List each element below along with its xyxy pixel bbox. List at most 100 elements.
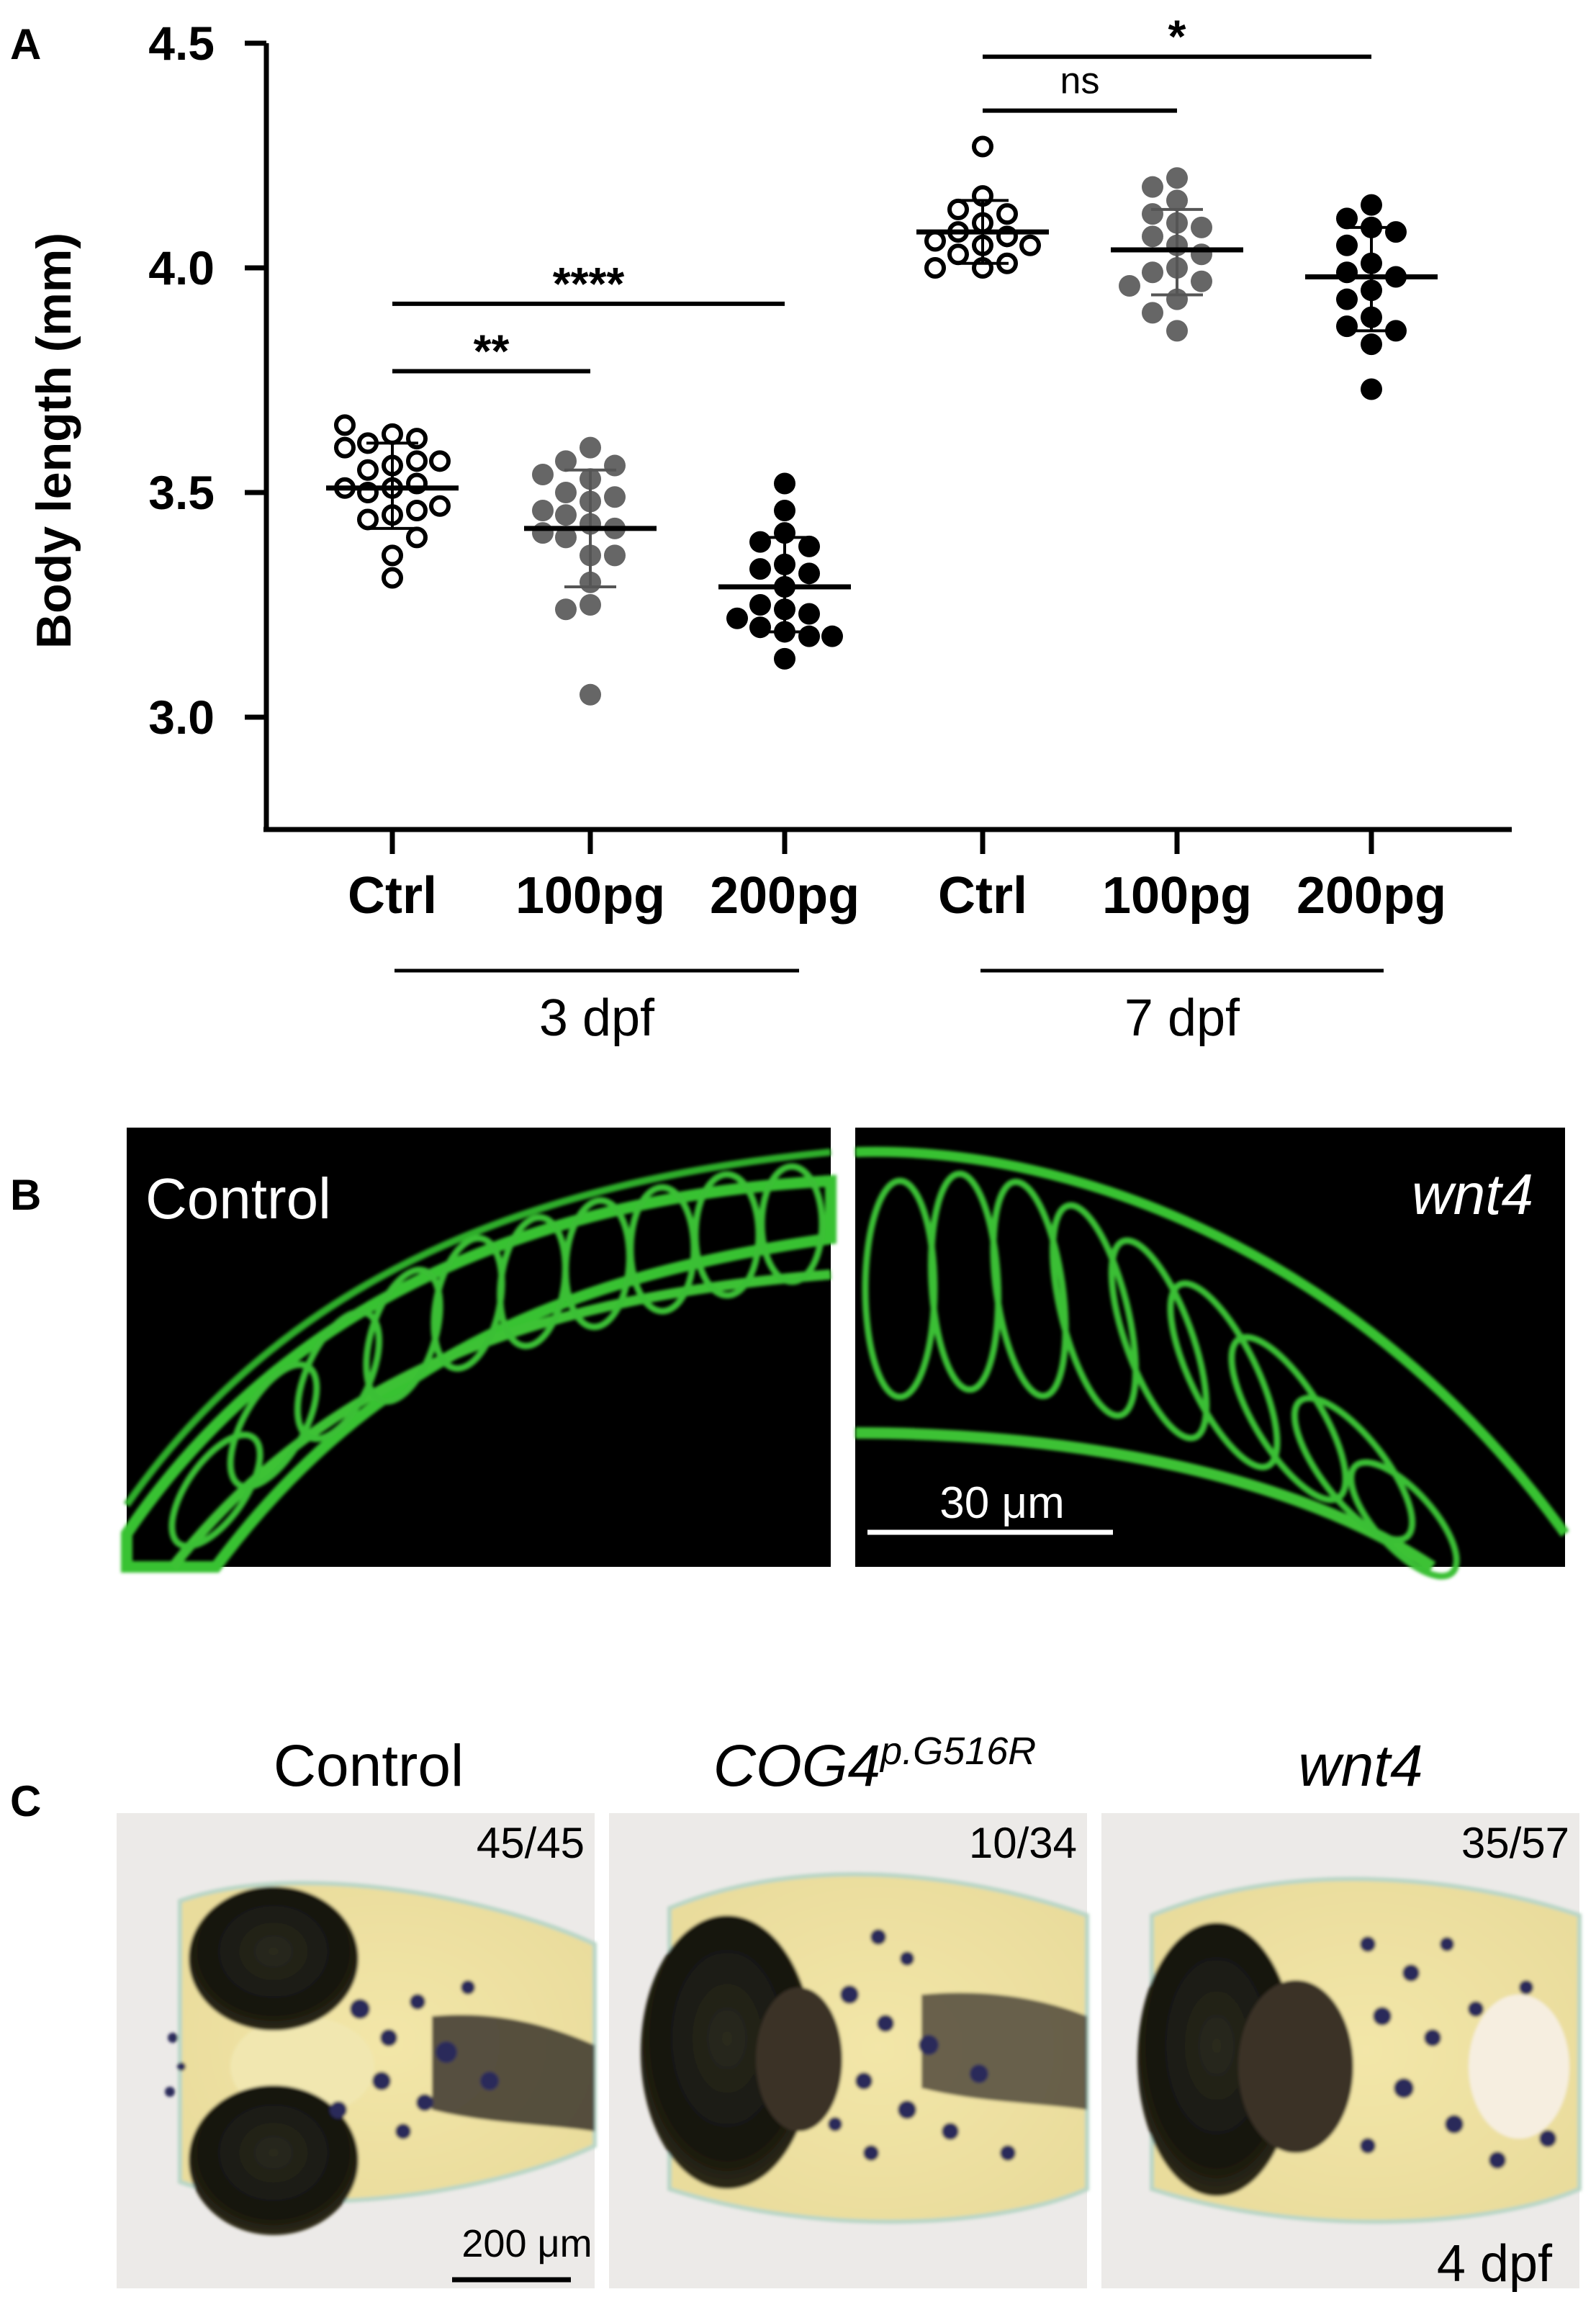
group-label: 3 dpf <box>539 989 655 1047</box>
panel-b-image-wnt4: wnt4 30 μm <box>855 1128 1569 1580</box>
larva-control-drawing <box>165 1881 597 2235</box>
data-point <box>726 607 748 629</box>
data-point <box>532 522 554 544</box>
x-tick-label: Ctrl <box>348 867 437 925</box>
data-point <box>429 495 451 517</box>
data-point <box>1336 261 1358 284</box>
panel-b-letter: B <box>10 1171 41 1219</box>
significance-label: ** <box>474 325 510 377</box>
x-tick-label: 100pg <box>515 867 665 925</box>
count-control: 45/45 <box>477 1819 585 1867</box>
data-point <box>555 450 577 472</box>
data-point <box>924 230 946 252</box>
panel-c-image-wnt4: 35/57 4 dpf <box>1101 1813 1582 2293</box>
data-point <box>406 428 428 450</box>
data-point <box>555 482 577 503</box>
notochord-control-drawing <box>121 1148 837 1573</box>
data-point <box>996 203 1018 225</box>
group-label: 7 dpf <box>1124 989 1240 1047</box>
panel-c-title-cog4: COG4p.G516R <box>713 1730 1037 1799</box>
significance-bars: ******ns* <box>392 11 1371 377</box>
panel-c-image-control: 45/45 200 μm <box>117 1813 597 2288</box>
data-point <box>774 472 795 495</box>
data-point <box>1142 302 1163 324</box>
data-point <box>1361 378 1382 400</box>
panel-b-label-control: Control <box>145 1167 331 1231</box>
y-ticks: 3.0 3.5 4.0 4.5 <box>148 17 266 744</box>
scale-bar-30um-label: 30 μm <box>939 1478 1065 1528</box>
data-point <box>1191 243 1212 266</box>
x-tick-label: 200pg <box>710 867 860 925</box>
data-point <box>1336 207 1358 230</box>
data-point <box>1336 234 1358 256</box>
data-point <box>604 544 626 567</box>
panel-c-letter: C <box>10 1777 41 1825</box>
data-point <box>1166 167 1188 189</box>
stage-label: 4 dpf <box>1437 2235 1553 2293</box>
data-point <box>429 450 451 472</box>
data-point <box>1142 225 1163 248</box>
larva-wnt4-drawing <box>1137 1876 1582 2224</box>
y-tick-label: 3.5 <box>148 466 215 519</box>
notochord-wnt4-drawing <box>855 1146 1569 1580</box>
y-tick-label: 3.0 <box>148 691 215 744</box>
data-point <box>406 499 428 521</box>
count-wnt4: 35/57 <box>1461 1819 1569 1867</box>
data-point <box>947 198 969 220</box>
data-point <box>798 535 820 557</box>
data-points <box>334 135 1407 706</box>
data-point <box>334 414 356 436</box>
scale-bar-200um-label: 200 μm <box>461 2222 592 2265</box>
data-point <box>798 562 820 585</box>
data-point <box>1119 274 1140 297</box>
data-point <box>947 243 969 266</box>
data-point <box>555 526 577 549</box>
x-tick-label: 200pg <box>1297 867 1446 925</box>
data-point <box>532 464 554 486</box>
data-point <box>1336 288 1358 310</box>
data-point <box>532 499 554 521</box>
x-ticks: Ctrl 100pg 200pg Ctrl 100pg 200pg <box>348 830 1446 925</box>
data-point <box>1166 320 1188 342</box>
larva-cog4-drawing <box>641 1872 1089 2224</box>
count-cog4: 10/34 <box>969 1819 1077 1867</box>
group-brackets: 3 dpf 7 dpf <box>395 968 1384 1047</box>
data-point <box>1019 234 1041 256</box>
x-tick-label: 100pg <box>1102 867 1252 925</box>
data-point <box>406 450 428 472</box>
micrograph-wnt4 <box>855 1128 1565 1567</box>
data-point <box>357 459 379 481</box>
data-point <box>749 531 771 553</box>
cog4-title-superscript: p.G516R <box>879 1730 1036 1773</box>
panel-a-chart: 3.0 3.5 4.0 4.5 Ctrl 100pg 200pg Ctrl 100pg 200p… <box>27 11 1512 1047</box>
data-point <box>382 544 403 567</box>
data-point <box>1166 189 1188 212</box>
data-point <box>774 499 795 521</box>
data-point <box>382 567 403 589</box>
data-point <box>972 135 993 158</box>
panel-c-image-cog4: 10/34 <box>609 1813 1089 2288</box>
significance-label: * <box>1168 11 1186 63</box>
panel-a-letter: A <box>10 20 41 68</box>
data-point <box>821 625 843 647</box>
data-point <box>604 486 626 508</box>
data-point <box>1336 315 1358 338</box>
data-point <box>1191 270 1212 292</box>
significance-label: **** <box>553 258 625 310</box>
data-point <box>749 594 771 616</box>
significance-label: ns <box>1060 60 1100 102</box>
panel-b-image-control: Control <box>121 1128 837 1573</box>
data-point <box>555 598 577 621</box>
data-point <box>334 436 356 459</box>
data-point <box>774 647 795 670</box>
panel-b-label-wnt4: wnt4 <box>1412 1162 1533 1226</box>
data-point <box>382 423 403 445</box>
data-point <box>1361 333 1382 356</box>
data-point <box>555 504 577 526</box>
y-axis-label: Body length (mm) <box>27 233 81 649</box>
cog4-title-main: COG4 <box>713 1733 880 1799</box>
data-point <box>1142 203 1163 225</box>
y-tick-label: 4.0 <box>148 241 215 295</box>
data-point <box>580 436 601 459</box>
